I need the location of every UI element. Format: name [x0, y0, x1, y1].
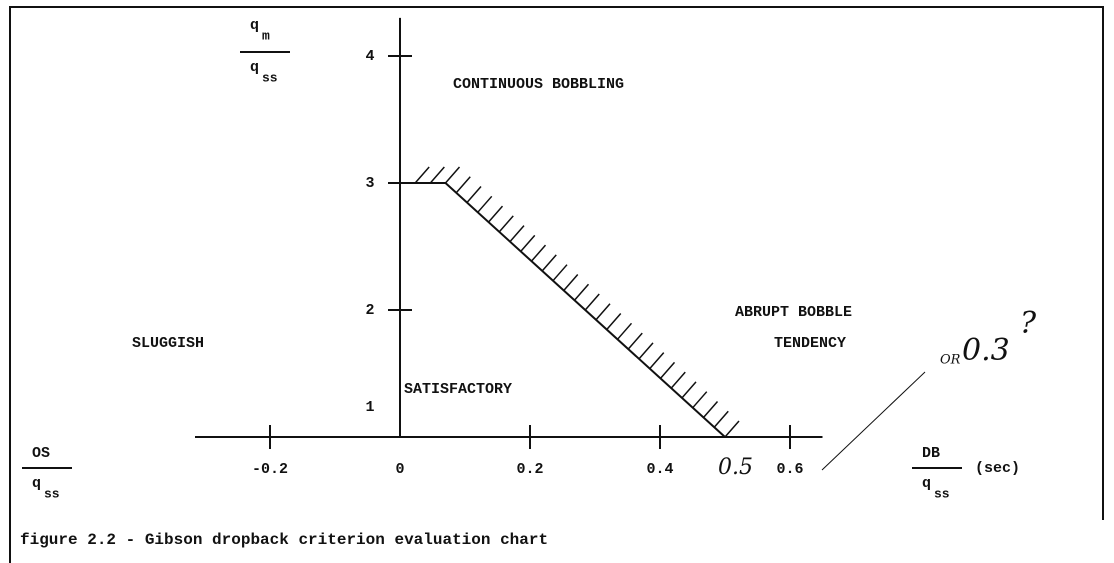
region-label: ABRUPT BOBBLE — [735, 304, 852, 321]
y-label-num-sub: m — [262, 28, 270, 43]
y-tick-label: 1 — [365, 399, 374, 416]
y-axis-label: q m q ss — [240, 17, 290, 85]
boundary-line — [400, 182, 726, 438]
handwritten-note: 0.3 — [962, 333, 1010, 368]
x-axis-label-right: DB q ss (sec) — [912, 445, 1020, 501]
x-tick-label: 0.6 — [776, 461, 803, 478]
handwritten-note: ? — [1020, 306, 1037, 341]
region-label: SLUGGISH — [132, 335, 204, 352]
x-tick-label: 0 — [395, 461, 404, 478]
y-tick-label: 2 — [365, 302, 374, 319]
x-unit: (sec) — [975, 460, 1020, 477]
x-label-right-den-sub: ss — [934, 486, 950, 501]
y-label-den-sub: ss — [262, 70, 278, 85]
y-label-den: q — [250, 59, 259, 76]
x-axis-label-left: OS q ss — [22, 445, 72, 501]
y-tick-label: 3 — [365, 175, 374, 192]
x-label-left-den-sub: ss — [44, 486, 60, 501]
x-label-right-den: q — [922, 475, 931, 492]
region-label: SATISFACTORY — [404, 381, 512, 398]
x-tick-label: 0.4 — [646, 461, 673, 478]
y-tick-label: 4 — [365, 48, 374, 65]
region-label: CONTINUOUS BOBBLING — [453, 76, 624, 93]
x-label-left-num: OS — [32, 445, 50, 462]
handwritten-note: 0.5 — [718, 455, 753, 480]
handwritten-note: OR — [940, 353, 961, 368]
y-label-num: q — [250, 17, 259, 34]
x-tick-label: 0.2 — [516, 461, 543, 478]
frame — [9, 6, 1104, 563]
caption: figure 2.2 - Gibson dropback criterion e… — [20, 531, 548, 549]
hatching — [414, 166, 740, 438]
region-label: TENDENCY — [774, 335, 846, 352]
handwritten-pointer — [821, 371, 926, 471]
x-label-right-num: DB — [922, 445, 940, 462]
x-label-left-den: q — [32, 475, 41, 492]
x-tick-label: -0.2 — [252, 461, 288, 478]
